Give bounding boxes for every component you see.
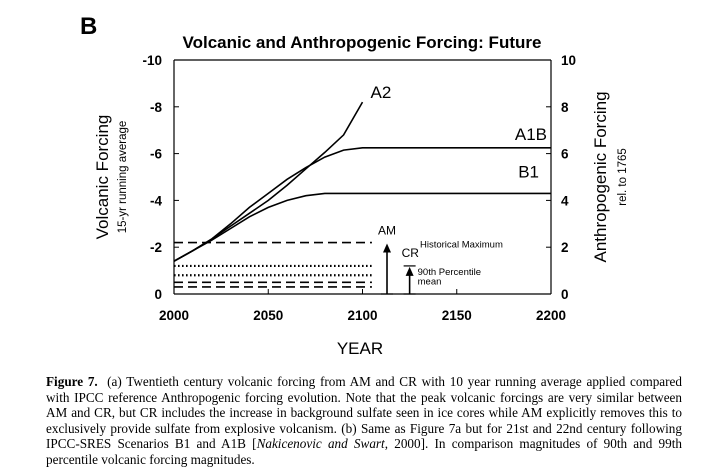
left-axis-label: Volcanic Forcing xyxy=(93,115,112,240)
plot-area: 2000 2050 2100 2150 2200-10-8-6-4-201086420 … xyxy=(142,53,576,323)
series-line-b1 xyxy=(173,192,551,262)
percentile-label: 90th Percentile xyxy=(418,267,481,278)
right-axis-label: Anthropogenic Forcing xyxy=(591,91,610,262)
left-axis-sublabel: 15-yr running average xyxy=(117,121,129,234)
caption-text-end: , 2000]. In comparison magnitudes of 90t… xyxy=(46,436,682,467)
right-tick-label: 6 xyxy=(561,147,569,162)
am-arrow-head xyxy=(383,243,392,253)
cr-arrow-head xyxy=(405,266,414,276)
left-tick-label: -4 xyxy=(150,193,162,208)
right-tick-label: 8 xyxy=(561,100,569,115)
right-tick-label: 10 xyxy=(561,53,576,68)
figure-caption: Figure 7. (a) Twentieth century volcanic… xyxy=(46,374,682,468)
series-label-b1: B1 xyxy=(518,162,539,181)
caption-text: (a) Twentieth century volcanic forcing f… xyxy=(46,374,683,452)
series-label-a2: A2 xyxy=(371,83,392,102)
x-axis-label: YEAR xyxy=(337,339,383,358)
chart-title: Volcanic and Anthropogenic Forcing: Futu… xyxy=(183,33,542,52)
x-tick-label: 2100 xyxy=(347,308,377,323)
series-line-a1b xyxy=(173,147,551,262)
series-label-a1b: A1B xyxy=(515,125,547,144)
left-tick-label: -10 xyxy=(142,53,162,68)
mean-label: mean xyxy=(418,276,442,287)
chart: B Volcanic and Anthropogenic Forcing: Fu… xyxy=(80,13,629,358)
right-tick-label: 2 xyxy=(561,240,569,255)
x-tick-label: 2000 xyxy=(159,308,189,323)
cr-label: CR xyxy=(402,246,420,260)
left-tick-label: -6 xyxy=(150,147,162,162)
series-line-a2 xyxy=(173,101,364,262)
caption-citation: Nakicenovic and Swart xyxy=(256,436,385,452)
left-tick-label: 0 xyxy=(154,287,162,302)
x-tick-label: 2200 xyxy=(536,308,566,323)
right-axis-sublabel: rel. to 1765 xyxy=(617,148,629,206)
panel-label: B xyxy=(80,13,97,40)
left-tick-label: -2 xyxy=(150,240,162,255)
historical-max-label: Historical Maximum xyxy=(420,240,503,251)
x-tick-label: 2050 xyxy=(253,308,283,323)
am-label: AM xyxy=(378,224,396,238)
right-tick-label: 0 xyxy=(561,287,569,302)
x-tick-label: 2150 xyxy=(442,308,472,323)
right-tick-label: 4 xyxy=(561,193,569,208)
figure-label: Figure 7. xyxy=(46,374,98,389)
left-tick-label: -8 xyxy=(150,100,162,115)
